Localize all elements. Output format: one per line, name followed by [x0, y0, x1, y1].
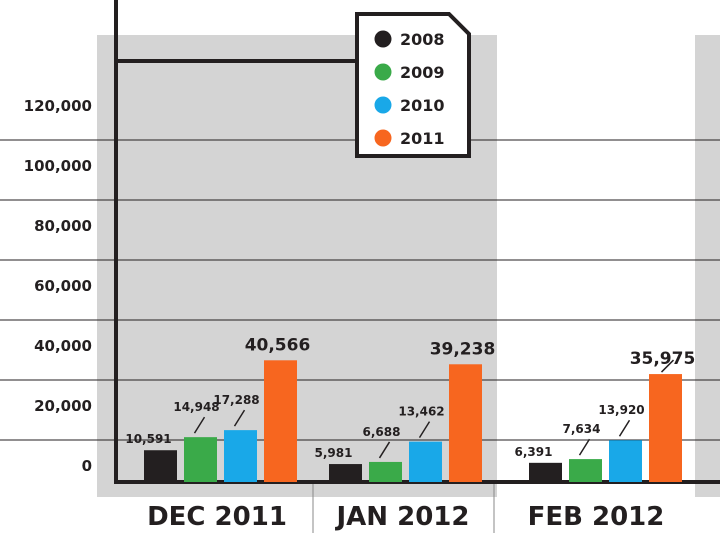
legend-label: 2009 [400, 63, 445, 82]
x-category-label: DEC 2011 [147, 502, 287, 532]
y-tick-label: 0 [82, 457, 92, 475]
legend-swatch-icon [374, 63, 392, 81]
legend: 2008 2009 2010 2011 [355, 12, 471, 158]
bar [569, 459, 602, 482]
bar [329, 464, 362, 482]
data-label: 13,920 [598, 403, 644, 417]
bar [264, 360, 297, 482]
data-label: 40,566 [245, 335, 311, 355]
leader-line [578, 438, 591, 456]
bar [184, 437, 217, 482]
data-label: 6,688 [363, 425, 401, 439]
bar [609, 440, 642, 482]
legend-swatch-icon [374, 30, 392, 48]
leader-line [618, 419, 631, 437]
leader-line [233, 409, 246, 427]
legend-label: 2010 [400, 96, 445, 115]
leader-line [418, 421, 431, 439]
legend-swatch-icon [374, 96, 392, 114]
data-label: 17,288 [213, 393, 259, 407]
leader-line [378, 441, 391, 459]
leader-line [660, 359, 675, 373]
bar [449, 364, 482, 482]
y-tick-label: 120,000 [24, 97, 92, 115]
bar [224, 430, 257, 482]
bar [529, 462, 562, 482]
data-label: 39,238 [430, 339, 496, 359]
plot-panel-right [695, 35, 720, 497]
x-category-label: JAN 2012 [335, 502, 470, 532]
y-tick-label: 80,000 [34, 217, 92, 235]
data-label: 14,948 [173, 400, 219, 414]
bar [144, 450, 177, 482]
x-category-label: FEB 2012 [528, 502, 665, 532]
legend-swatch-icon [374, 129, 392, 147]
y-tick-label: 100,000 [24, 157, 92, 175]
data-label: 13,462 [398, 405, 444, 419]
legend-box [355, 12, 471, 158]
data-label: 7,634 [563, 422, 601, 436]
data-label: 35,975 [630, 349, 696, 369]
bar [369, 461, 402, 482]
y-tick-label: 20,000 [34, 397, 92, 415]
data-label: 6,391 [515, 445, 553, 459]
data-label: 10,591 [125, 432, 171, 446]
y-tick-label: 40,000 [34, 337, 92, 355]
data-label: 5,981 [315, 446, 353, 460]
bar [409, 441, 442, 482]
legend-label: 2011 [400, 129, 445, 148]
bar [649, 374, 682, 482]
leader-line [193, 416, 206, 434]
legend-label: 2008 [400, 30, 445, 49]
y-tick-label: 60,000 [34, 277, 92, 295]
